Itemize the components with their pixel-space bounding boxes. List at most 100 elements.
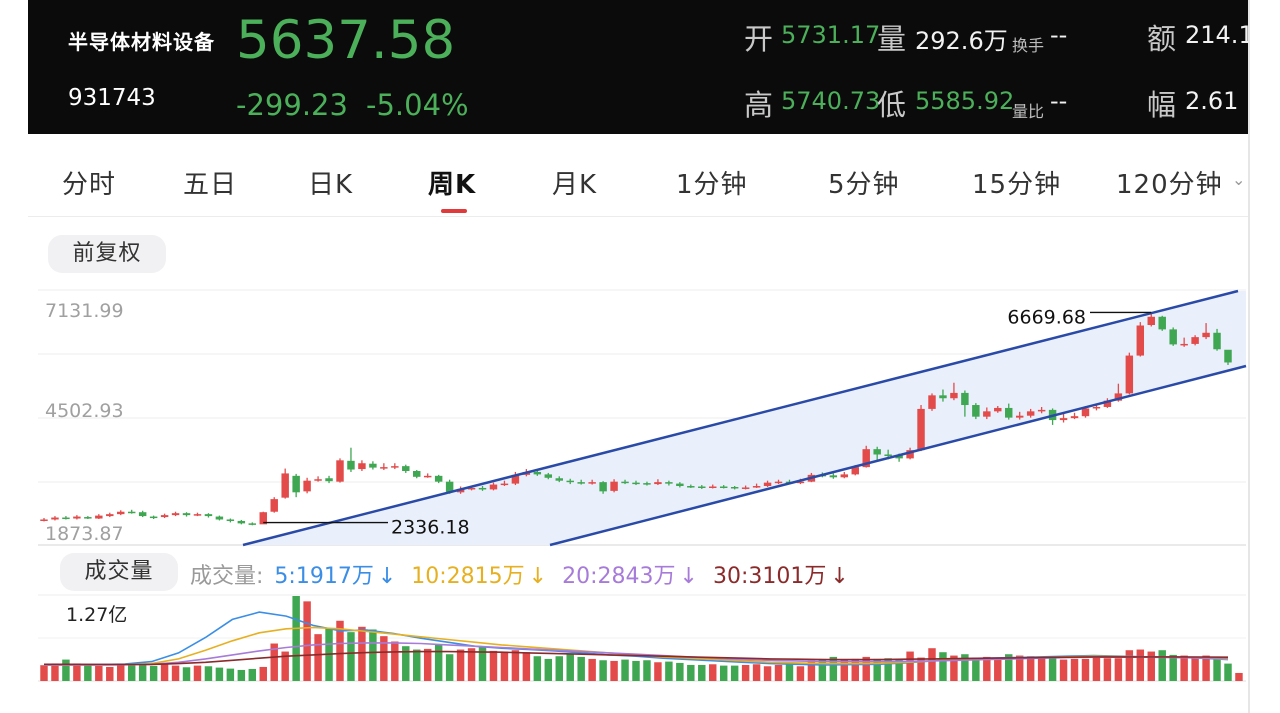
candle-body	[763, 482, 772, 487]
candle-body	[599, 482, 607, 492]
volume-bar	[1213, 658, 1221, 681]
volume-bar	[182, 667, 191, 681]
volume-bar	[500, 651, 509, 681]
candle	[752, 483, 761, 488]
candle-body	[972, 405, 980, 417]
volume-bar	[1059, 659, 1068, 681]
volume-bar	[1169, 654, 1177, 681]
volume-bar	[117, 664, 125, 681]
tab-five-day[interactable]: 五日	[183, 170, 238, 200]
candle-body	[303, 480, 311, 492]
candle	[719, 485, 728, 489]
candle	[270, 497, 278, 513]
candle-body	[314, 479, 322, 481]
tab-120min[interactable]: 120分钟	[1116, 170, 1223, 200]
candle-body	[182, 513, 191, 516]
candle-body	[204, 514, 213, 517]
volume-bar	[928, 648, 936, 681]
candle-body	[347, 460, 355, 470]
candle-body	[533, 471, 542, 475]
candle	[939, 389, 947, 402]
volume-bar	[1026, 656, 1035, 681]
high-annotation-label: 6669.68	[1007, 306, 1086, 328]
candle	[182, 512, 191, 517]
candle-body	[687, 486, 695, 488]
candle-body	[1070, 416, 1079, 419]
tab-daily-k[interactable]: 日K	[308, 170, 354, 200]
candle-body	[1224, 349, 1232, 363]
volume-bar	[62, 659, 70, 681]
volume-bar	[994, 658, 1002, 681]
candle-body	[884, 454, 892, 456]
y-tick-label: 1873.87	[45, 523, 124, 545]
volume-indicator-button[interactable]: 成交量	[60, 553, 178, 591]
candle	[380, 463, 388, 471]
candle-body	[950, 392, 958, 399]
candle	[1070, 412, 1079, 420]
volume-bar	[884, 658, 892, 681]
volume-bar	[456, 649, 465, 681]
candle-body	[709, 486, 717, 489]
tab-15min[interactable]: 15分钟	[972, 170, 1062, 200]
candle	[248, 522, 257, 526]
volume-value: 292.6万	[915, 27, 1008, 55]
candle-body	[380, 467, 388, 469]
volume-bar	[785, 663, 794, 681]
volume-bar	[621, 659, 629, 681]
chevron-down-icon[interactable]: ⌄	[1232, 170, 1246, 189]
turnover-value: --	[1050, 21, 1068, 49]
candle-body	[226, 519, 235, 521]
candle	[511, 471, 520, 486]
tab-1min[interactable]: 1分钟	[676, 170, 748, 200]
candle	[1103, 398, 1112, 408]
candle	[95, 514, 103, 519]
candle-body	[62, 517, 70, 520]
candle	[413, 470, 421, 479]
volume-bar	[292, 596, 300, 681]
volume-bar	[1202, 655, 1210, 681]
volume-bar	[511, 650, 520, 681]
volume-bar	[1015, 655, 1024, 681]
candle	[478, 486, 487, 491]
volume-bar	[1136, 649, 1145, 681]
candle-body	[654, 482, 662, 485]
candle-body	[1202, 332, 1210, 338]
candle-body	[292, 475, 300, 493]
quote-header: 半导体材料设备 931743 5637.58 -299.23 -5.04% 开 …	[28, 0, 1248, 134]
tab-monthly-k[interactable]: 月K	[552, 170, 598, 200]
candle	[1213, 328, 1221, 351]
candle	[160, 513, 169, 519]
candle	[117, 510, 125, 516]
candle-body	[544, 474, 553, 478]
candle-body	[796, 481, 805, 484]
candle	[434, 474, 443, 484]
tab-intraday[interactable]: 分时	[62, 170, 117, 200]
volume-bar	[237, 669, 246, 681]
volume-bar	[544, 658, 553, 681]
volume-ma20: 20:2843万 ↓	[562, 564, 698, 589]
candle-body	[840, 474, 849, 478]
volume-bar	[314, 634, 322, 681]
tab-5min[interactable]: 5分钟	[828, 170, 900, 200]
candle-body	[730, 486, 739, 489]
last-price: 5637.58	[236, 10, 456, 71]
volume-bar	[610, 660, 618, 681]
candle-body	[160, 515, 169, 518]
candle-body	[171, 513, 180, 516]
volume-bar	[774, 664, 783, 681]
volume-bar	[840, 659, 849, 681]
candle-body	[215, 516, 224, 520]
tab-weekly-k[interactable]: 周K	[428, 170, 477, 200]
candle	[950, 382, 958, 401]
candle-body	[719, 486, 728, 489]
candle-body	[577, 482, 585, 484]
trend-channel-lower	[549, 364, 1247, 547]
candle-body	[325, 478, 333, 482]
candle-body	[402, 466, 410, 471]
candle	[1015, 411, 1024, 420]
adjust-button[interactable]: 前复权	[48, 235, 166, 273]
candle	[654, 479, 662, 486]
candle-body	[281, 473, 289, 498]
candle	[1125, 352, 1134, 395]
